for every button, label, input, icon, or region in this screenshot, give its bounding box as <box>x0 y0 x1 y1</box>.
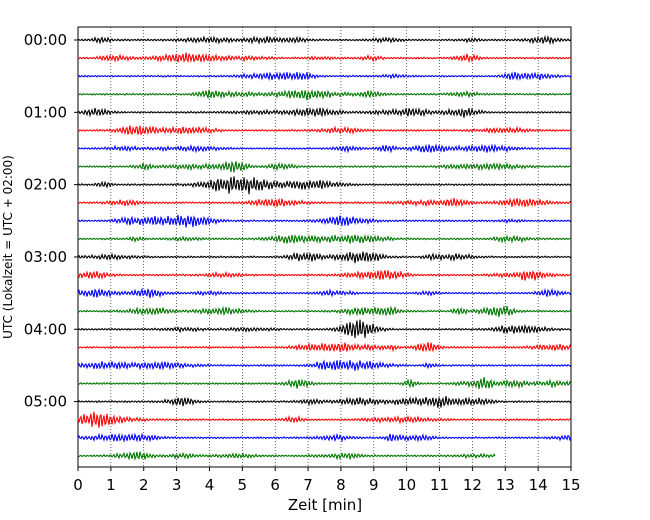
y-tick-label-0: 00:00 <box>24 31 67 49</box>
x-tick-label-14: 14 <box>529 476 548 494</box>
trace-2 <box>77 71 572 82</box>
trace-13 <box>77 269 572 281</box>
x-tick-label-13: 13 <box>496 476 515 494</box>
y-axis-label: UTC (Lokalzeit = UTC + 02:00) <box>1 155 15 339</box>
x-tick-label-3: 3 <box>172 476 182 494</box>
trace-9 <box>77 197 572 208</box>
y-tick-label-1: 01:00 <box>24 103 67 121</box>
trace-15 <box>77 305 572 318</box>
x-tick-label-15: 15 <box>561 476 580 494</box>
x-tick-label-5: 5 <box>238 476 248 494</box>
plot-frame <box>77 26 572 468</box>
x-tick-label-0: 0 <box>73 476 83 494</box>
trace-12 <box>77 251 572 264</box>
trace-20 <box>77 395 572 408</box>
trace-3 <box>77 88 572 101</box>
trace-14 <box>77 287 572 299</box>
grid-lines <box>110 27 539 467</box>
y-tick-label-2: 02:00 <box>24 176 67 194</box>
trace-22 <box>77 432 572 443</box>
trace-17 <box>77 342 572 353</box>
trace-7 <box>77 160 572 173</box>
x-tick-label-9: 9 <box>369 476 379 494</box>
trace-16 <box>77 319 572 339</box>
trace-0 <box>77 34 572 46</box>
x-tick-label-4: 4 <box>205 476 215 494</box>
y-tick-label-5: 05:00 <box>24 393 67 411</box>
x-tick-label-11: 11 <box>430 476 449 494</box>
x-tick-label-8: 8 <box>336 476 346 494</box>
trace-19 <box>77 377 572 390</box>
trace-11 <box>77 233 572 245</box>
trace-21 <box>77 411 572 428</box>
trace-4 <box>77 107 572 118</box>
trace-1 <box>77 52 572 64</box>
trace-18 <box>77 359 572 372</box>
y-tick-label-4: 04:00 <box>24 320 67 338</box>
x-tick-label-2: 2 <box>139 476 149 494</box>
trace-6 <box>77 143 572 154</box>
trace-23 <box>77 451 496 461</box>
trace-5 <box>77 125 572 136</box>
y-tick-label-3: 03:00 <box>24 248 67 266</box>
y-axis-ticks: 00:00 01:00 02:00 03:00 04:00 05:00 <box>24 31 78 411</box>
trace-8 <box>77 176 572 195</box>
seismic-traces <box>77 34 572 461</box>
x-axis-ticks: 0 1 2 3 4 5 6 7 8 9 10 11 12 13 14 15 <box>73 467 581 494</box>
x-tick-label-7: 7 <box>303 476 313 494</box>
x-tick-label-1: 1 <box>106 476 116 494</box>
x-axis-label: Zeit [min] <box>288 496 362 514</box>
x-tick-label-10: 10 <box>397 476 416 494</box>
trace-10 <box>77 214 572 228</box>
x-tick-label-6: 6 <box>270 476 280 494</box>
x-tick-label-12: 12 <box>463 476 482 494</box>
